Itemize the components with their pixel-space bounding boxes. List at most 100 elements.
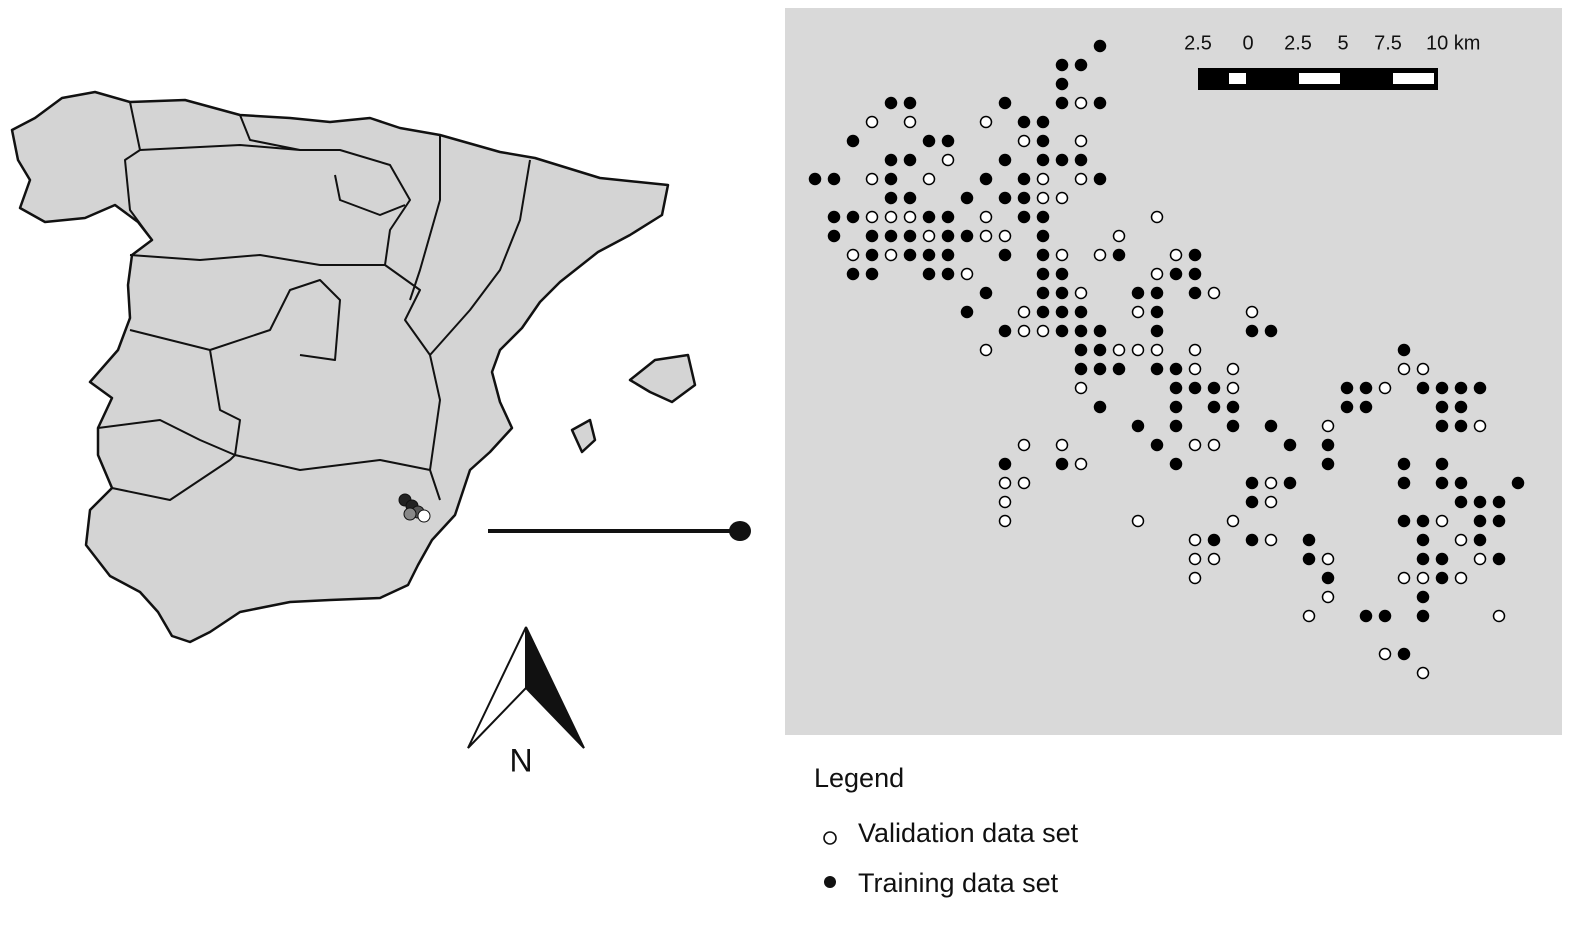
training-point xyxy=(1055,324,1069,338)
validation-point xyxy=(1378,381,1392,395)
training-point xyxy=(1036,210,1050,224)
north-label: N xyxy=(509,742,532,778)
training-point xyxy=(1150,305,1164,319)
training-point xyxy=(1074,343,1088,357)
validation-point xyxy=(1207,552,1221,566)
training-point xyxy=(1264,324,1278,338)
validation-point xyxy=(865,172,879,186)
training-point xyxy=(1416,590,1430,604)
validation-point xyxy=(884,210,898,224)
training-point xyxy=(1093,172,1107,186)
legend-symbol-filled xyxy=(824,876,836,888)
training-point xyxy=(846,210,860,224)
validation-point xyxy=(1473,419,1487,433)
scale-label: 10 km xyxy=(1426,32,1480,54)
validation-point xyxy=(1055,248,1069,262)
validation-point xyxy=(1131,514,1145,528)
validation-point xyxy=(1017,305,1031,319)
validation-point xyxy=(1454,571,1468,585)
training-point xyxy=(998,96,1012,110)
scale-bar-segment xyxy=(1299,73,1340,84)
training-point xyxy=(884,153,898,167)
validation-point xyxy=(1150,343,1164,357)
validation-point xyxy=(1321,590,1335,604)
spain-map xyxy=(10,90,697,644)
training-point xyxy=(979,172,993,186)
training-point xyxy=(1017,210,1031,224)
training-point xyxy=(1036,305,1050,319)
validation-point xyxy=(1017,134,1031,148)
validation-point xyxy=(1074,96,1088,110)
validation-point xyxy=(1036,324,1050,338)
validation-point xyxy=(979,210,993,224)
validation-point xyxy=(1036,172,1050,186)
training-point xyxy=(846,134,860,148)
validation-point xyxy=(1302,609,1316,623)
training-point xyxy=(1036,229,1050,243)
training-point xyxy=(1416,514,1430,528)
validation-point xyxy=(884,248,898,262)
training-point xyxy=(903,248,917,262)
training-point xyxy=(1207,381,1221,395)
scale-label: 7.5 xyxy=(1374,32,1402,54)
validation-point xyxy=(1264,533,1278,547)
training-point xyxy=(1055,58,1069,72)
validation-point xyxy=(1150,267,1164,281)
validation-point xyxy=(1131,305,1145,319)
training-point xyxy=(960,305,974,319)
training-point xyxy=(1093,343,1107,357)
training-point xyxy=(1416,381,1430,395)
validation-point xyxy=(1207,438,1221,452)
validation-point xyxy=(1321,419,1335,433)
validation-point xyxy=(1112,343,1126,357)
arrow-head xyxy=(729,521,751,541)
training-point xyxy=(941,267,955,281)
training-point xyxy=(1131,419,1145,433)
validation-point xyxy=(998,495,1012,509)
training-point xyxy=(1245,495,1259,509)
training-point xyxy=(1435,381,1449,395)
validation-point xyxy=(1017,438,1031,452)
north-arrow-right xyxy=(525,626,585,749)
training-point xyxy=(1093,324,1107,338)
training-point xyxy=(1492,495,1506,509)
training-point xyxy=(1188,381,1202,395)
training-point xyxy=(1435,400,1449,414)
training-point xyxy=(998,191,1012,205)
training-point xyxy=(979,286,993,300)
training-point xyxy=(1055,267,1069,281)
training-point xyxy=(1435,457,1449,471)
training-point xyxy=(1359,400,1373,414)
training-point xyxy=(1435,571,1449,585)
training-point xyxy=(1492,552,1506,566)
training-point xyxy=(1169,362,1183,376)
legend-symbol-open xyxy=(823,831,837,845)
training-point xyxy=(1226,400,1240,414)
legend-item: Training data set xyxy=(858,868,1059,898)
training-point xyxy=(998,153,1012,167)
training-point xyxy=(1093,400,1107,414)
training-point xyxy=(1283,438,1297,452)
training-point xyxy=(941,248,955,262)
training-point xyxy=(1036,248,1050,262)
validation-point xyxy=(1188,438,1202,452)
validation-point xyxy=(1188,362,1202,376)
validation-point xyxy=(1188,571,1202,585)
training-point xyxy=(1074,58,1088,72)
training-point xyxy=(903,96,917,110)
training-point xyxy=(1511,476,1525,490)
training-point xyxy=(1321,457,1335,471)
validation-point xyxy=(846,248,860,262)
validation-point xyxy=(1188,343,1202,357)
validation-point xyxy=(960,267,974,281)
validation-point xyxy=(1074,286,1088,300)
validation-point xyxy=(1226,381,1240,395)
training-point xyxy=(1492,514,1506,528)
scale-label: 2.5 xyxy=(1184,32,1212,54)
training-point xyxy=(1169,267,1183,281)
training-point xyxy=(922,267,936,281)
training-point xyxy=(1036,267,1050,281)
training-point xyxy=(846,267,860,281)
pointer-arrow xyxy=(488,521,751,541)
